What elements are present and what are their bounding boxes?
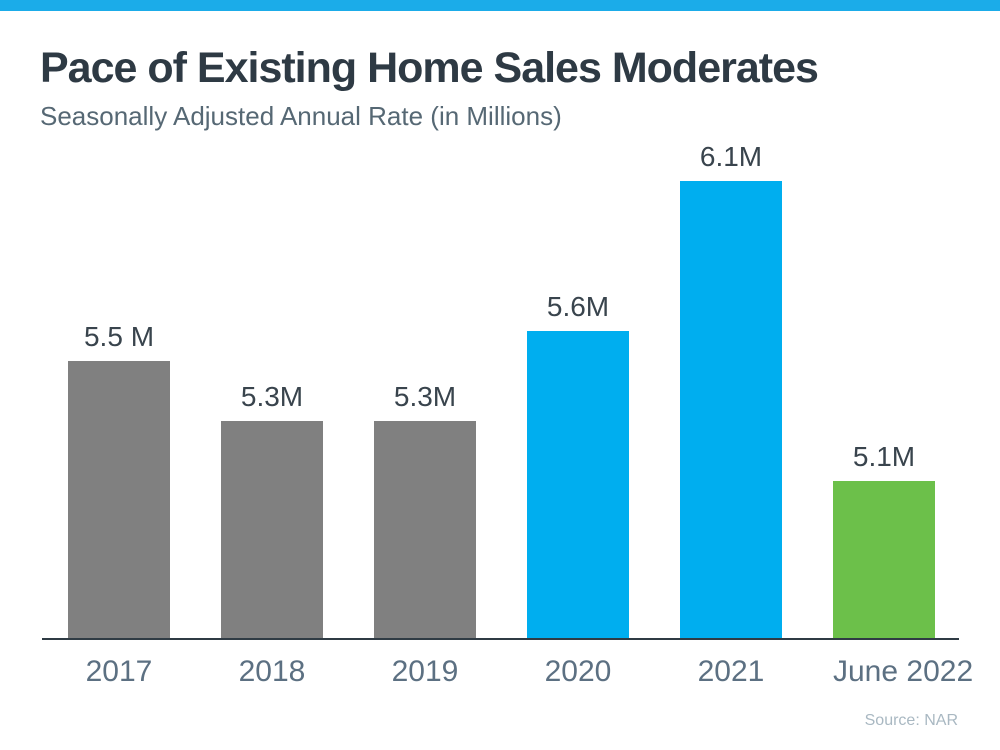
- x-axis-tick-label: 2018: [238, 655, 306, 688]
- bar-column: 5.3M: [221, 381, 323, 638]
- bar-column: 5.5 M: [68, 321, 170, 638]
- chart-subtitle: Seasonally Adjusted Annual Rate (in Mill…: [40, 101, 562, 131]
- bar: [527, 331, 629, 638]
- source-note: Source: NAR: [864, 712, 958, 729]
- bar-value-label: 5.1M: [852, 441, 916, 472]
- bar-column: 6.1M: [680, 141, 782, 638]
- bar-column: 5.3M: [374, 381, 476, 638]
- bar: [680, 181, 782, 638]
- bar-value-label: 5.3M: [240, 381, 304, 412]
- top-accent-bar: [0, 0, 1000, 11]
- x-axis-line: [42, 638, 959, 640]
- bars-container: 5.5 M 5.3M 5.3M 5.6M 6.1M 5.1M: [68, 141, 935, 638]
- bar: [68, 361, 170, 638]
- x-axis-labels: 2017 2018 2019 2020 2021 June 2022: [68, 655, 974, 689]
- bar: [833, 481, 935, 638]
- chart-title: Pace of Existing Home Sales Moderates: [40, 44, 819, 92]
- x-axis-tick-label: 2017: [85, 655, 153, 688]
- bar-column: 5.6M: [527, 291, 629, 638]
- bar-value-label: 6.1M: [699, 141, 763, 172]
- x-axis-tick-label: June 2022: [833, 655, 974, 688]
- bar-value-label: 5.5 M: [83, 321, 155, 352]
- x-axis-tick-label: 2020: [544, 655, 612, 688]
- bar-chart: 5.5 M 5.3M 5.3M 5.6M 6.1M 5.1M 2017 2018…: [0, 141, 1000, 688]
- bar-column: 5.1M: [833, 441, 935, 638]
- bar: [374, 421, 476, 638]
- bar-value-label: 5.6M: [546, 291, 610, 322]
- x-axis-tick-label: 2019: [391, 655, 459, 688]
- bar-value-label: 5.3M: [393, 381, 457, 412]
- bar: [221, 421, 323, 638]
- x-axis-tick-label: 2021: [697, 655, 765, 688]
